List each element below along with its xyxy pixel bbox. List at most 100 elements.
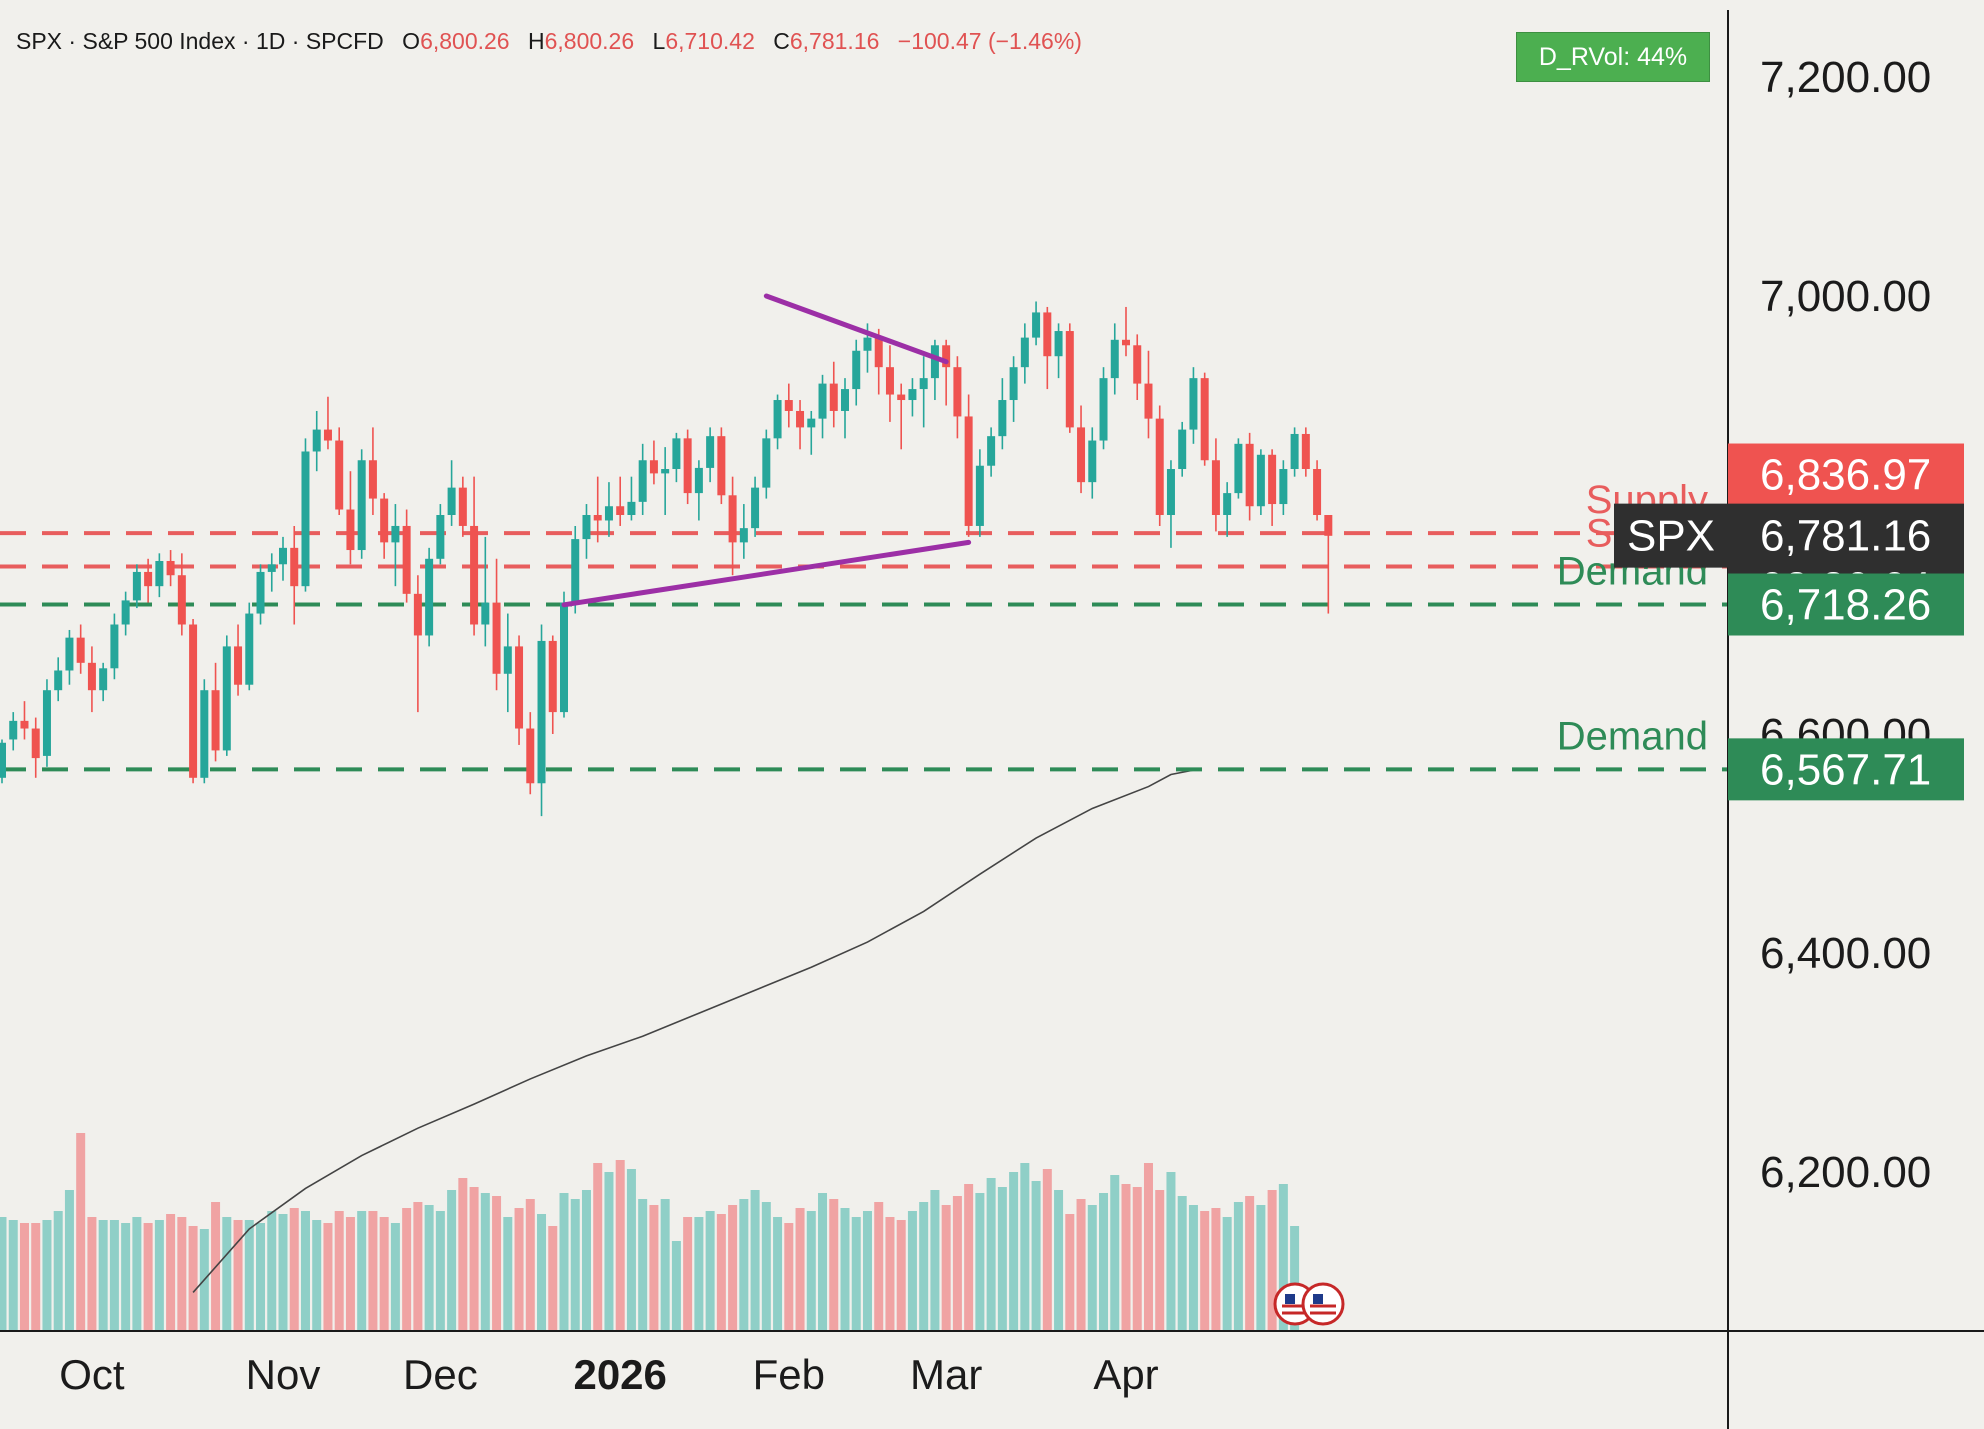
candle [975, 449, 984, 537]
candle-body [1166, 469, 1175, 515]
candle [1155, 405, 1164, 526]
volume-bar [413, 1202, 423, 1331]
candle-body [245, 613, 254, 685]
moving-average [192, 769, 1194, 1293]
candle [1268, 449, 1277, 526]
price-tick-label: 6,400.00 [1760, 929, 1931, 978]
candle-body [762, 438, 771, 488]
candle-body [312, 429, 321, 452]
volume-bar [626, 1169, 636, 1331]
candle-body [571, 539, 580, 603]
volume-bar [761, 1202, 771, 1331]
candle [458, 476, 467, 537]
volume-bar [289, 1208, 299, 1331]
volume-bar [143, 1223, 153, 1331]
candle [1290, 427, 1299, 477]
candle-body [807, 418, 816, 428]
volume-bar [447, 1190, 457, 1331]
candle-body [582, 515, 591, 540]
candle-body [132, 571, 141, 601]
price-tick-label: 6,200.00 [1760, 1148, 1931, 1197]
candle-body [335, 440, 344, 510]
candle [1223, 482, 1232, 537]
volume-bar [548, 1226, 558, 1331]
time-tick-label: Nov [246, 1351, 321, 1398]
candle-body [470, 525, 479, 625]
candle-body [638, 460, 647, 502]
volume-bar [716, 1214, 726, 1331]
candle-body [1200, 378, 1209, 461]
volume-bar [1166, 1172, 1176, 1331]
candle [380, 493, 389, 559]
candle [548, 635, 557, 734]
volume-bar [964, 1184, 974, 1331]
interval-label: 1D [255, 28, 286, 54]
last-price-value: 6,781.16 [1760, 512, 1931, 561]
volume-bars [0, 1133, 1300, 1331]
volume-bar [919, 1202, 929, 1331]
volume-bar [8, 1220, 18, 1331]
candle-body [649, 460, 658, 474]
candle [1009, 356, 1018, 422]
volume-bar [1177, 1196, 1187, 1331]
candle [582, 504, 591, 559]
candle-body [481, 602, 490, 625]
candle-body [1054, 331, 1063, 357]
price-axis-bg [1728, 0, 1984, 1429]
candle [177, 553, 186, 636]
candle [515, 635, 524, 745]
candle [290, 525, 299, 625]
volume-bar [154, 1220, 164, 1331]
candle [1088, 427, 1097, 499]
candle [874, 328, 883, 395]
candle-body [1234, 443, 1243, 494]
volume-bar [885, 1217, 895, 1331]
price-tick-label: 7,200.00 [1760, 53, 1931, 102]
candle [987, 427, 996, 477]
symbol-legend[interactable]: SPX · S&P 500 Index · 1D · SPCFD O6,800.… [16, 28, 1082, 54]
candle [1133, 334, 1142, 401]
candle [121, 591, 130, 636]
candle [784, 383, 793, 428]
candle [807, 410, 816, 455]
candle-body [87, 662, 96, 691]
candle-body [189, 624, 198, 778]
volume-bar [345, 1217, 355, 1331]
candle-body [694, 467, 703, 494]
volume-bar [312, 1220, 322, 1331]
candle-body [357, 460, 366, 551]
volume-bar [1188, 1205, 1198, 1331]
candle [0, 739, 6, 784]
volume-bar [930, 1190, 940, 1331]
time-tick-label: 2026 [573, 1351, 666, 1398]
candle [132, 564, 141, 609]
candle [694, 460, 703, 521]
volume-bar [660, 1199, 670, 1331]
volume-bar [424, 1205, 434, 1331]
volume-bar [278, 1214, 288, 1331]
candle [762, 429, 771, 499]
candle [301, 438, 310, 592]
volume-bar [1143, 1163, 1153, 1331]
volume-bar [1278, 1184, 1288, 1331]
candle-body [897, 394, 906, 401]
volume-bar [907, 1211, 917, 1331]
candle [256, 564, 265, 625]
volume-bar [1065, 1214, 1075, 1331]
candle [76, 624, 85, 674]
candle [560, 591, 568, 718]
candle-body [31, 728, 40, 759]
candle [1313, 460, 1322, 521]
candle-body [1009, 367, 1018, 401]
candle-body [1043, 312, 1052, 357]
candle-body [1065, 331, 1074, 428]
candle-body [1110, 339, 1119, 379]
symbol-ticker: SPX [16, 28, 63, 54]
rvol-indicator-badge[interactable]: D_RVol: 44% [1516, 32, 1710, 82]
candle [267, 553, 276, 592]
candle-body [1189, 378, 1198, 430]
candle [706, 427, 715, 483]
candle-body [1020, 337, 1029, 368]
candle-body [739, 528, 748, 543]
